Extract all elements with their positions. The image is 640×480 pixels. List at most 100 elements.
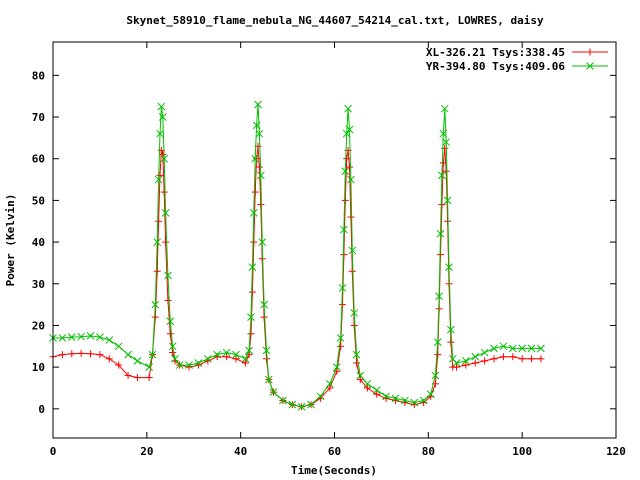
data-point: [518, 355, 526, 363]
data-point: [254, 100, 262, 109]
data-point: [382, 392, 390, 401]
data-point: [352, 350, 361, 359]
data-point: [438, 171, 446, 180]
data-point: [508, 344, 517, 353]
x-tick-label: 120: [606, 445, 626, 458]
data-point: [363, 379, 372, 388]
data-point: [343, 155, 351, 163]
data-point: [288, 400, 297, 409]
data-point: [213, 350, 222, 359]
x-axis: 0 20 40 60 80 100 120: [50, 42, 626, 458]
data-point: [401, 396, 409, 405]
data-point: [160, 154, 169, 163]
y-tick-label: 60: [32, 153, 45, 166]
data-point: [347, 213, 355, 221]
data-point: [344, 104, 352, 113]
data-point: [124, 371, 132, 379]
data-point: [419, 396, 428, 405]
data-point: [105, 336, 114, 344]
data-point: [527, 344, 536, 353]
data-point: [340, 251, 348, 259]
data-point: [348, 246, 357, 255]
data-point: [161, 209, 170, 217]
data-point: [77, 332, 86, 341]
data-point: [471, 359, 479, 367]
data-point: [509, 353, 517, 361]
data-point: [431, 371, 440, 380]
data-point: [341, 167, 350, 176]
data-point: [255, 129, 264, 138]
data-point: [499, 342, 508, 351]
data-point: [336, 334, 345, 342]
plot-area: [49, 100, 545, 411]
data-point: [346, 163, 354, 171]
data-point: [528, 355, 536, 363]
data-point: [96, 333, 104, 341]
data-point: [86, 332, 95, 340]
y-axis: 0 10 20 30 40 50 60 70 80: [32, 69, 616, 416]
data-point: [332, 363, 341, 371]
data-point: [338, 284, 347, 292]
data-point: [452, 363, 460, 371]
y-tick-label: 10: [32, 361, 45, 374]
data-point: [499, 353, 507, 361]
data-point: [260, 300, 268, 309]
y-tick-label: 0: [38, 403, 45, 416]
data-point: [145, 363, 154, 371]
data-point: [264, 375, 273, 384]
data-point: [151, 300, 160, 309]
x-tick-label: 80: [422, 445, 435, 458]
data-point: [249, 209, 258, 217]
data-point: [250, 238, 258, 246]
data-point: [248, 263, 257, 271]
data-point: [279, 396, 287, 405]
data-point: [154, 175, 163, 184]
data-point: [166, 330, 174, 338]
data-point: [340, 225, 348, 234]
data-point: [133, 357, 142, 365]
series-line: [52, 146, 541, 408]
data-point: [145, 374, 153, 382]
data-point: [156, 129, 164, 138]
x-axis-label: Time(Seconds): [291, 464, 377, 477]
data-point: [316, 392, 325, 401]
data-point: [481, 357, 489, 365]
y-tick-label: 30: [32, 278, 45, 291]
data-point: [162, 238, 170, 246]
data-point: [426, 390, 435, 399]
data-point: [356, 376, 364, 384]
y-tick-label: 40: [32, 236, 45, 249]
data-point: [326, 384, 334, 392]
data-point: [155, 217, 163, 225]
data-point: [203, 354, 212, 363]
data-point: [410, 398, 419, 407]
data-point: [256, 171, 265, 180]
data-point: [169, 349, 177, 357]
x-tick-label: 100: [512, 445, 532, 458]
data-point: [436, 229, 445, 238]
x-tick-label: 40: [234, 445, 247, 458]
data-point: [255, 163, 263, 171]
x-tick-label: 60: [328, 445, 341, 458]
data-point: [447, 338, 455, 346]
data-point: [363, 384, 371, 392]
data-point: [341, 196, 349, 204]
data-point: [160, 188, 168, 196]
data-point: [251, 154, 260, 163]
data-point: [391, 394, 400, 403]
data-point: [164, 296, 172, 304]
data-point: [164, 271, 172, 280]
data-point: [586, 62, 594, 70]
data-point: [151, 313, 159, 321]
data-point: [350, 309, 359, 317]
data-point: [133, 374, 141, 382]
data-point: [446, 325, 455, 334]
data-point: [258, 238, 267, 246]
data-point: [185, 361, 193, 369]
series-1: [49, 142, 545, 411]
data-point: [260, 313, 268, 321]
data-point: [345, 125, 354, 134]
data-point: [58, 351, 66, 359]
data-point: [442, 138, 451, 146]
